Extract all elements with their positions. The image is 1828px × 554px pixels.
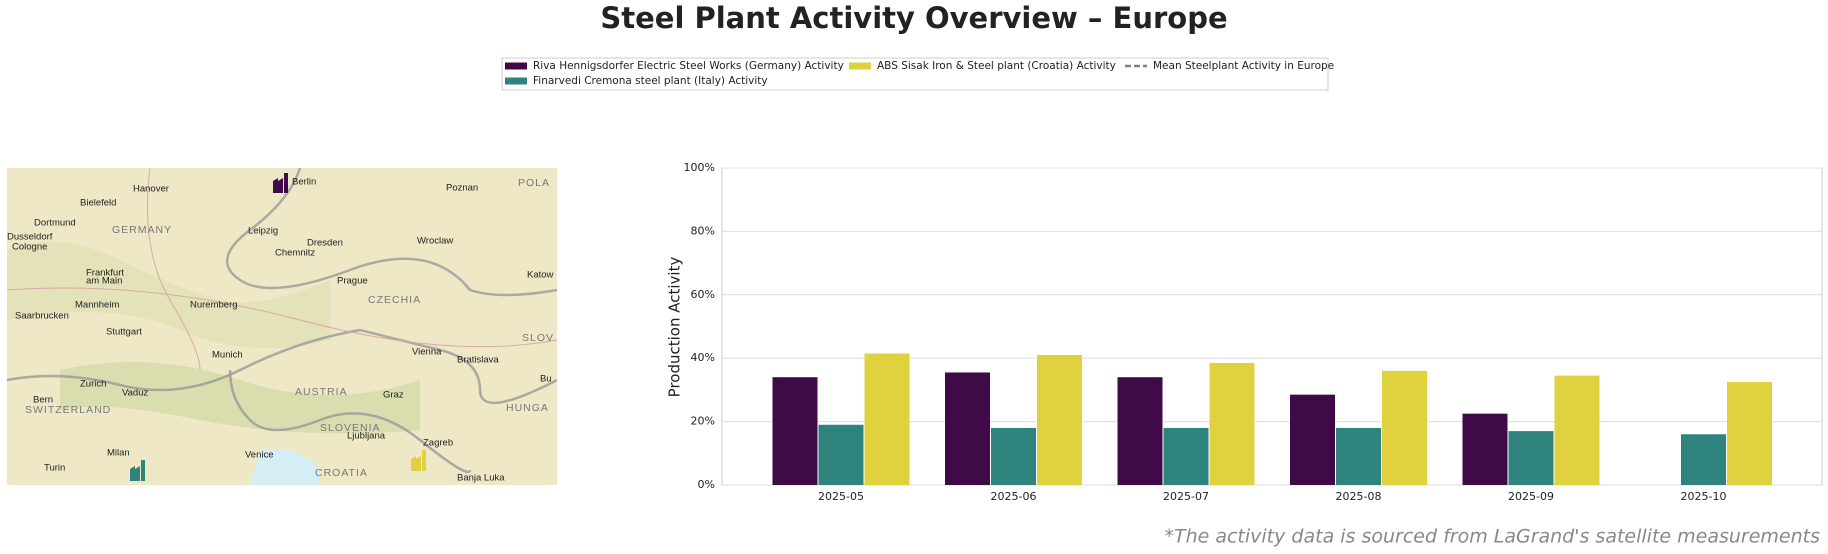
map-label: Stuttgart [106,327,142,338]
legend-box [501,57,1329,91]
map-label: AUSTRIA [295,386,348,398]
legend-swatch [849,62,871,70]
map-border [6,328,558,405]
bar [1163,427,1209,485]
bar [1382,370,1427,485]
legend-swatch [505,62,527,70]
map-label: Berlin [292,177,316,188]
map-label: Nuremberg [190,300,238,311]
map-label: Cologne [12,242,47,253]
map-label: POLA [518,177,550,189]
y-tick-label: 100% [684,161,715,174]
map-label: Leipzig [248,226,278,237]
y-axis-label: Production Activity [666,257,684,398]
bar [945,372,990,485]
map-label: Mannheim [75,300,119,311]
y-tick-label: 0% [698,478,715,491]
bar [1117,377,1163,485]
map-border [225,167,558,297]
map-road [147,167,201,371]
map-label: Poznan [446,183,478,194]
map-label: Bern [33,395,53,406]
map-road [6,287,558,348]
y-tick-label: 60% [691,288,715,301]
map-label: Zurich [80,379,106,390]
legend-label: Riva Hennigsdorfer Electric Steel Works … [533,60,844,72]
map-label: Dortmund [34,218,76,229]
map: Hanover Berlin Poznan POLA Bielefeld Dor… [6,167,558,485]
bar [772,377,818,485]
bar [1462,413,1508,485]
plant-icon [273,173,288,193]
map-label: Ljubljana [347,431,386,442]
map-label: Milan [107,448,130,459]
bar [1290,394,1335,485]
map-label: Saarbrucken [15,311,69,322]
map-label: am Main [86,276,122,287]
map-label: GERMANY [112,224,172,236]
bar [1554,375,1600,485]
map-label: CROATIA [315,467,368,479]
map-label: Dusseldorf [7,232,53,243]
bar [1336,427,1381,485]
map-label: Bratislava [457,355,499,366]
map-border [228,369,472,474]
y-tick-label: 20% [691,415,715,428]
map-label: Banja Luka [457,473,505,484]
map-label: Munich [212,350,243,361]
x-tick-label: 2025-08 [1336,490,1382,503]
plant-icon [130,460,145,481]
map-label: Hanover [133,184,169,195]
map-label: Wroclaw [417,236,453,247]
map-label: Prague [337,276,368,287]
plant-icon [411,450,426,471]
x-tick-label: 2025-07 [1163,490,1209,503]
x-tick-label: 2025-06 [991,490,1037,503]
map-label: CZECHIA [368,294,421,306]
map-sea [250,449,320,485]
map-label: Graz [383,390,404,401]
map-label: Katow [527,270,554,281]
map-label: Frankfurt [86,268,124,279]
map-label: HUNGA [506,402,549,414]
map-label: SLOVENIA [320,422,381,434]
map-label: Bielefeld [80,198,116,209]
y-tick-label: 80% [691,224,715,237]
legend-label: Mean Steelplant Activity in Europe [1153,60,1334,72]
map-label: Bu [540,374,552,385]
bar [864,353,910,485]
bar [1727,381,1772,485]
title: Steel Plant Activity Overview – Europe [600,1,1227,35]
map-terrain [7,242,330,348]
map-label: Vaduz [122,388,148,399]
legend-swatch [505,77,527,85]
x-tick-label: 2025-10 [1681,490,1727,503]
bar [991,427,1036,485]
map-label: SWITZERLAND [25,404,111,416]
x-tick-label: 2025-05 [818,490,864,503]
map-label: Turin [44,463,65,474]
map-label: SLOV [522,332,554,344]
map-label: Chemnitz [275,248,315,259]
map-label: Vienna [412,347,442,358]
bar [1209,362,1255,485]
y-tick-label: 40% [691,351,715,364]
bar [1508,431,1554,485]
bar [1681,434,1726,485]
footnote: *The activity data is sourced from LaGra… [1164,526,1820,548]
map-label: Dresden [307,238,343,249]
legend-label: Finarvedi Cremona steel plant (Italy) Ac… [533,75,768,87]
map-label: Zagreb [423,438,453,449]
bar [818,424,864,485]
bar [1037,355,1082,485]
legend-label: ABS Sisak Iron & Steel plant (Croatia) A… [877,60,1116,72]
map-label: Venice [245,450,274,461]
x-tick-label: 2025-09 [1508,490,1554,503]
